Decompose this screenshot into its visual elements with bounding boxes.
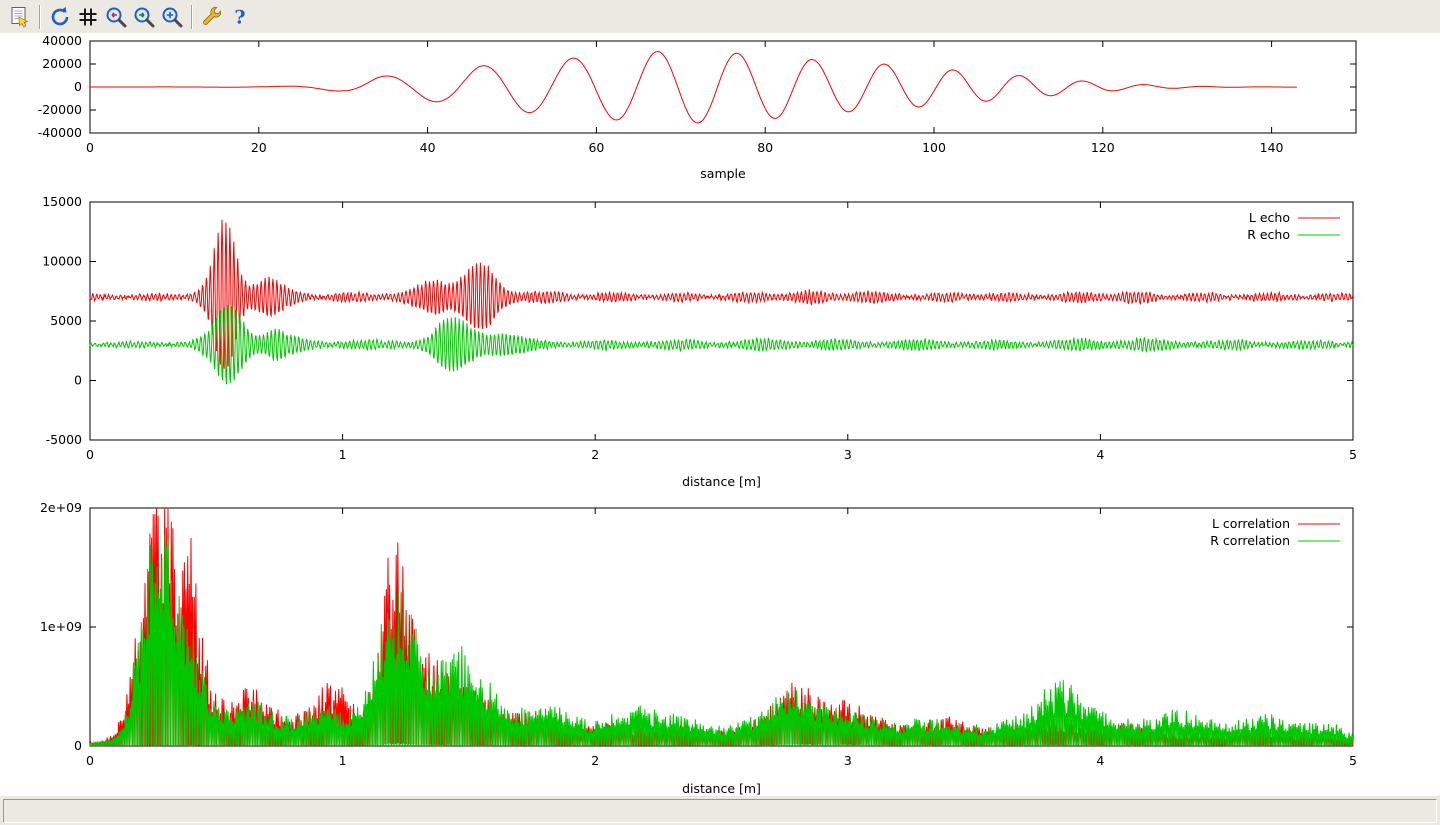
echo-chart: 0 1 2 3 4 5 -5000 0 5000 10000 15000 distance [m] L … bbox=[42, 194, 1357, 489]
y-tick-label: 0 bbox=[74, 738, 82, 753]
legend-label-r-echo: R echo bbox=[1247, 227, 1290, 242]
plot-border bbox=[89, 201, 1354, 441]
y-tick-label: 1e+09 bbox=[40, 619, 82, 634]
x-tick-label: 0 bbox=[86, 447, 94, 462]
x-tick-label: 5 bbox=[1349, 447, 1357, 462]
replot-button[interactable] bbox=[46, 3, 74, 31]
series-pulse-waveform bbox=[90, 51, 1297, 124]
autoscale-icon bbox=[162, 7, 183, 27]
zoom-previous-icon bbox=[106, 7, 127, 27]
toolbar-separator bbox=[39, 4, 41, 29]
x-tick-label: 0 bbox=[86, 140, 94, 155]
status-field bbox=[3, 799, 1437, 823]
y-tick-label: 2e+09 bbox=[40, 500, 82, 515]
x-tick-label: 40 bbox=[420, 140, 436, 155]
series-l-correlation bbox=[89, 507, 1354, 747]
y-tick-label: 5000 bbox=[50, 313, 82, 328]
x-tick-label: 1 bbox=[339, 753, 347, 768]
x-tick-label: 3 bbox=[844, 447, 852, 462]
legend-label-l-echo: L echo bbox=[1249, 210, 1290, 225]
zoom-next-button[interactable] bbox=[130, 3, 158, 31]
y-tick-label: -40000 bbox=[38, 125, 82, 140]
x-tick-label: 0 bbox=[86, 753, 94, 768]
legend-label-r-correlation: R correlation bbox=[1210, 533, 1290, 548]
grid-button[interactable] bbox=[74, 3, 102, 31]
plot-canvas[interactable]: 0 20 40 60 80 100 120 140-40000-200000200004000… bbox=[0, 33, 1440, 795]
status-bar bbox=[0, 795, 1440, 825]
x-tick-label: 60 bbox=[588, 140, 604, 155]
toolbar: ? bbox=[0, 0, 1440, 33]
correlation-chart: 0 1 2 3 4 5 0 1e+09 2e+09 distance [m] L correlati… bbox=[40, 500, 1357, 795]
y-tick-label: 0 bbox=[74, 373, 82, 388]
waveform-chart: 0 20 40 60 80 100 120 140 -40000 -20000 0 20000 4000… bbox=[38, 33, 1357, 181]
series-r-correlation bbox=[89, 534, 1354, 748]
zoom-next-icon bbox=[134, 7, 155, 27]
settings-icon bbox=[203, 6, 222, 25]
plot-border bbox=[89, 507, 1354, 747]
y-tick-label: -20000 bbox=[38, 102, 82, 117]
toolbar-separator bbox=[191, 4, 193, 29]
y-tick-label: 15000 bbox=[42, 194, 82, 209]
x-tick-label: 120 bbox=[1091, 140, 1115, 155]
export-button[interactable] bbox=[6, 3, 34, 31]
x-axis-label: sample bbox=[700, 166, 746, 181]
x-tick-label: 4 bbox=[1096, 753, 1104, 768]
replot-icon bbox=[51, 6, 69, 25]
y-tick-label: 20000 bbox=[42, 56, 82, 71]
x-tick-label: 3 bbox=[844, 753, 852, 768]
help-icon: ? bbox=[234, 6, 245, 28]
svg-text:?: ? bbox=[234, 6, 245, 28]
x-tick-label: 20 bbox=[251, 140, 267, 155]
x-tick-label: 100 bbox=[922, 140, 946, 155]
x-tick-label: 140 bbox=[1260, 140, 1284, 155]
help-button[interactable]: ? bbox=[226, 3, 254, 31]
y-tick-label: 40000 bbox=[42, 33, 82, 48]
legend-label-l-correlation: L correlation bbox=[1212, 516, 1290, 531]
x-tick-label: 4 bbox=[1096, 447, 1104, 462]
series-r-echo bbox=[89, 304, 1354, 385]
settings-button[interactable] bbox=[198, 3, 226, 31]
series-l-echo bbox=[89, 219, 1354, 369]
x-axis-label: distance [m] bbox=[682, 474, 761, 489]
export-icon bbox=[11, 6, 29, 27]
y-tick-label: -5000 bbox=[46, 432, 82, 447]
plot-border bbox=[89, 40, 1357, 134]
x-tick-label: 2 bbox=[591, 447, 599, 462]
zoom-previous-button[interactable] bbox=[102, 3, 130, 31]
x-tick-label: 1 bbox=[339, 447, 347, 462]
x-axis-label: distance [m] bbox=[682, 781, 761, 795]
x-tick-label: 80 bbox=[757, 140, 773, 155]
y-tick-label: 0 bbox=[74, 79, 82, 94]
plot-area: 0 20 40 60 80 100 120 140 -40000 -20000 0 20000 4000… bbox=[0, 33, 1440, 795]
grid-icon bbox=[79, 8, 97, 25]
x-tick-label: 5 bbox=[1349, 753, 1357, 768]
y-tick-label: 10000 bbox=[42, 254, 82, 269]
x-tick-label: 2 bbox=[591, 753, 599, 768]
autoscale-button[interactable] bbox=[158, 3, 186, 31]
